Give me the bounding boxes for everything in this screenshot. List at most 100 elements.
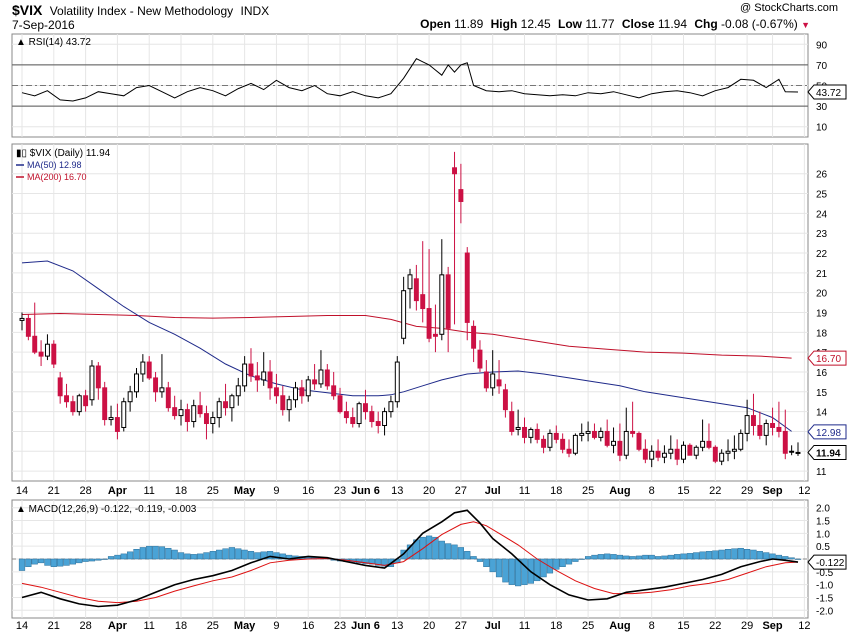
macd-histogram-bar: [553, 558, 560, 570]
x-tick-label: 15: [677, 485, 689, 497]
rsi-tick-label: 10: [816, 123, 828, 134]
macd-histogram-bar: [445, 543, 452, 560]
macd-histogram-bar: [209, 551, 216, 560]
macd-histogram-bar: [584, 556, 592, 560]
candle-body: [172, 407, 178, 417]
macd-histogram-bar: [88, 558, 96, 562]
price-tick-label: 22: [816, 249, 828, 260]
candle-body: [490, 373, 496, 389]
price-value-tag: 16.70: [816, 354, 841, 365]
macd-value-tag-box: [807, 554, 847, 570]
candle-body: [522, 426, 527, 438]
macd-histogram-bar: [241, 549, 248, 560]
macd-histogram-bar: [763, 552, 770, 560]
candle-body: [509, 411, 515, 432]
candle-body: [649, 450, 655, 460]
x-tick-label: 23: [334, 620, 346, 632]
macd-histogram-bar: [254, 552, 261, 560]
macd-histogram-bar: [69, 558, 76, 565]
candle-body: [515, 426, 521, 430]
chg-value: -0.08 (-0.67%): [721, 17, 798, 31]
high-value: 12.45: [520, 17, 551, 31]
candle-body: [165, 387, 171, 409]
candle-body: [178, 409, 184, 417]
price-value-tag: 11.94: [816, 448, 841, 459]
macd-histogram-bar: [782, 556, 789, 560]
x-tick-label: 21: [48, 620, 60, 632]
candle-body: [261, 371, 267, 381]
candle-body: [439, 274, 445, 335]
macd-tick-label: 1.5: [816, 517, 830, 528]
macd-histogram-bar: [190, 554, 197, 560]
candle-body: [611, 440, 617, 446]
candle-body: [337, 395, 343, 413]
price-tick-label: 15: [816, 388, 828, 399]
macd-histogram-bar: [432, 536, 439, 560]
x-tick-label: 29: [741, 485, 753, 497]
macd-histogram-bar: [470, 556, 477, 560]
x-tick-label: 9: [273, 620, 279, 632]
candle-body: [223, 401, 229, 409]
candle-body: [700, 440, 706, 448]
candle-body: [254, 375, 260, 381]
candle-body: [324, 369, 330, 387]
macd-histogram-bar: [18, 558, 26, 571]
candle-body: [356, 403, 362, 425]
macd-histogram-bar: [235, 548, 242, 560]
macd-histogram-bar: [661, 555, 668, 560]
x-tick-label: 20: [423, 485, 435, 497]
candle-body: [585, 430, 591, 434]
macd-histogram-bar: [158, 546, 166, 560]
price-tick-label: 20: [816, 289, 828, 300]
macd-histogram-bar: [495, 558, 503, 578]
quote-summary: Open 11.89 High 12.45 Low 11.77 Close 11…: [420, 17, 810, 31]
candle-body: [553, 432, 559, 440]
candle-body: [598, 430, 604, 438]
candle-body: [445, 274, 451, 329]
price-tick-label: 23: [816, 229, 828, 240]
x-tick-label: May: [234, 485, 256, 497]
macd-histogram-bar: [680, 553, 687, 560]
x-tick-label: Sep: [762, 485, 782, 497]
close-label: Close: [621, 17, 655, 31]
candle-body: [725, 450, 731, 454]
x-tick-label: 12: [798, 485, 810, 497]
x-tick-label: Apr: [108, 485, 128, 497]
macd-value-tag: -0.122: [816, 558, 845, 569]
rsi-panel: 103050709043.72▲ RSI(14) 43.72: [11, 33, 847, 138]
candle-body: [76, 395, 82, 413]
x-tick-label: 18: [550, 620, 562, 632]
macd-histogram-bar: [216, 549, 223, 560]
candle-body: [318, 369, 324, 385]
candle-body: [789, 450, 795, 453]
candle-body: [375, 421, 381, 426]
macd-histogram-bar: [82, 558, 89, 562]
macd-histogram-bar: [375, 558, 382, 566]
price-value-tag: 12.98: [816, 428, 841, 439]
macd-histogram-bar: [737, 547, 744, 560]
candle-body: [541, 438, 547, 448]
x-tick-label: 11: [144, 485, 155, 497]
macd-histogram-bar: [718, 549, 725, 560]
candle-body: [235, 385, 241, 397]
candle-body: [248, 363, 254, 377]
x-tick-label: 25: [207, 485, 219, 497]
ma50-line: [21, 260, 792, 432]
macd-legend: ▲ MACD(12,26,9) -0.122, -0.119, -0.003: [16, 504, 197, 515]
candle-body: [744, 415, 750, 434]
macd-histogram-bar: [266, 551, 274, 560]
macd-signal-line: [21, 521, 799, 604]
macd-histogram-bar: [381, 558, 388, 567]
macd-histogram-bar: [247, 551, 255, 560]
candle-body: [738, 432, 744, 450]
x-tick-label: 11: [519, 485, 530, 497]
price-tick-label: 21: [816, 269, 828, 280]
candle-body: [782, 430, 788, 454]
rsi-tick-label: 90: [816, 40, 828, 51]
candle-body: [305, 379, 311, 397]
price-legend-series: ▮▯ $VIX (Daily) 11.94: [16, 148, 111, 159]
macd-histogram-bar: [667, 554, 674, 560]
price-panel: 11131415161718192021222324252616.7012.98…: [11, 143, 847, 482]
candle-body: [420, 294, 426, 310]
